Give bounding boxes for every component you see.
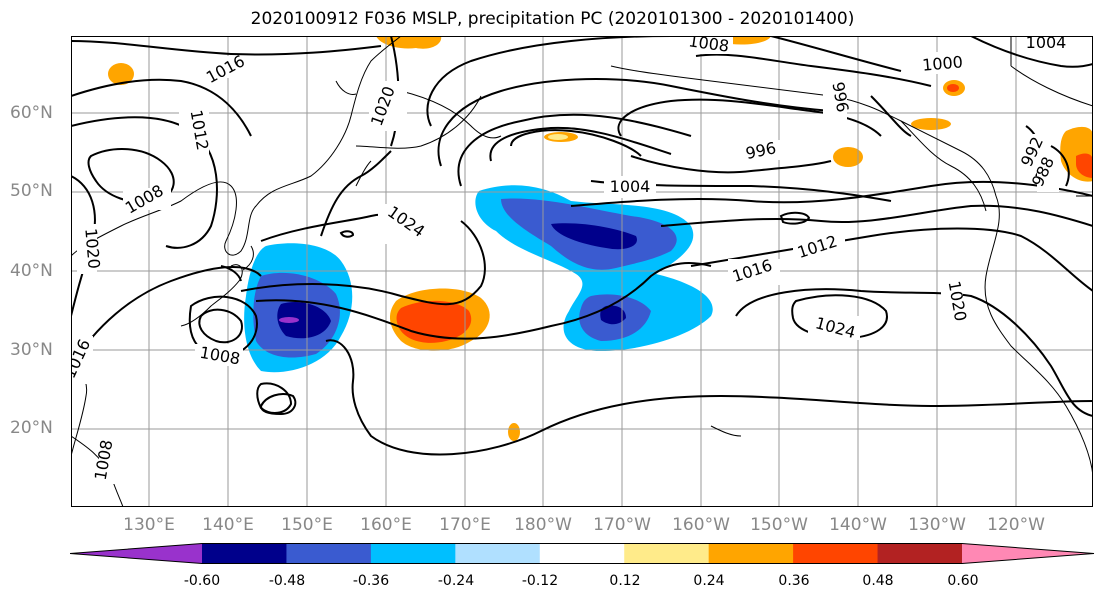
colorbar-tick-label: 0.24: [693, 573, 725, 589]
colorbar-cell: [877, 543, 963, 564]
colorbar-tick-label: 0.12: [609, 573, 641, 589]
colorbar-tick-label: -0.12: [521, 573, 559, 589]
colorbar-cell: [539, 543, 625, 564]
colorbar-cell: [202, 543, 287, 564]
colorbar-cell: [793, 543, 879, 564]
lat-label-50n: 50°N: [10, 181, 53, 201]
isobar-label: 1020: [81, 227, 103, 269]
colorbar-tick-label: 0.60: [947, 573, 979, 589]
chart-title: 2020100912 F036 MSLP, precipitation PC (…: [250, 9, 855, 29]
lon-label-170w: 170°W: [593, 515, 651, 535]
isobars: [71, 36, 1093, 456]
colorbar-cell: [708, 543, 794, 564]
lon-label-170e: 170°E: [439, 515, 491, 535]
isobar-label: 1008: [687, 36, 730, 56]
colorbar-tick-label: -0.60: [183, 573, 221, 589]
lat-label-60n: 60°N: [10, 103, 53, 123]
mslp-precip-map: 1016 1012 1008 1020 1016 1008 1008 1020 …: [71, 36, 1093, 507]
colorbar-cell: [286, 543, 372, 564]
lat-label-40n: 40°N: [10, 261, 53, 281]
colorbar-tick-label: -0.36: [352, 573, 390, 589]
colorbar-cell: [624, 543, 710, 564]
colorbar-tick-label: -0.24: [437, 573, 475, 589]
graticule: [71, 36, 1093, 507]
isobar-label: 1004: [610, 177, 651, 196]
lon-label-150w: 150°W: [750, 515, 808, 535]
lon-label-150e: 150°E: [281, 515, 333, 535]
colorbar-cell: [455, 543, 541, 564]
colorbar-tick-label: 0.36: [778, 573, 810, 589]
colorbar: [70, 543, 1095, 564]
lon-label-180w: 180°W: [514, 515, 572, 535]
colorbar-extend-low: [70, 543, 202, 564]
colorbar-tick-label: -0.48: [268, 573, 306, 589]
lon-label-160w: 160°W: [672, 515, 730, 535]
colorbar-tick-label: 0.48: [862, 573, 894, 589]
lon-label-140e: 140°E: [202, 515, 254, 535]
lon-label-120w: 120°W: [987, 515, 1045, 535]
lon-label-160e: 160°E: [360, 515, 412, 535]
lon-label-140w: 140°W: [829, 515, 887, 535]
lat-label-30n: 30°N: [10, 340, 53, 360]
lat-label-20n: 20°N: [10, 418, 53, 438]
isobar-label: 1000: [921, 52, 963, 74]
precip-shading: [108, 36, 1093, 441]
colorbar-cell: [370, 543, 456, 564]
lon-label-130w: 130°W: [908, 515, 966, 535]
lon-label-130e: 130°E: [123, 515, 175, 535]
isobar-label: 1004: [1026, 36, 1067, 52]
colorbar-extend-high: [962, 543, 1094, 564]
